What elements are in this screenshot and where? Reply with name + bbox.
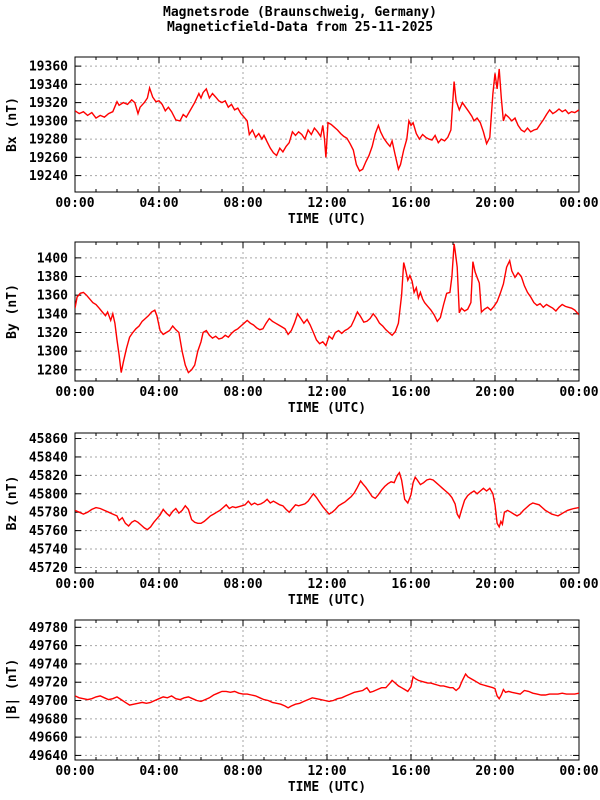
b-trace: [75, 672, 579, 709]
x-tick-label: 00:00: [559, 764, 598, 779]
x-axis-label: TIME (UTC): [288, 212, 366, 227]
bx-trace: [75, 68, 579, 172]
x-axis-label: TIME (UTC): [288, 593, 366, 608]
y-axis-label: |B| (nT): [5, 659, 20, 722]
y-tick-label: 1400: [37, 251, 68, 266]
y-tick-label: 49660: [29, 731, 68, 746]
y-axis-label: Bz (nT): [5, 476, 20, 531]
x-tick-label: 00:00: [559, 577, 598, 592]
y-tick-label: 45840: [29, 450, 68, 465]
x-tick-label: 20:00: [475, 577, 514, 592]
y-tick-label: 19300: [29, 114, 68, 129]
x-tick-label: 12:00: [307, 196, 346, 211]
grid-lines: [75, 242, 579, 381]
y-tick-label: 1340: [37, 307, 68, 322]
x-tick-label: 08:00: [223, 385, 262, 400]
x-tick-label: 04:00: [139, 764, 178, 779]
by-trace: [75, 243, 579, 374]
subplot-by: 1280 1300 1320 1340 1360 1380 1400 00:00 04:00 08…: [5, 241, 599, 416]
y-tick-label: 19280: [29, 133, 68, 148]
y-tick-label: 1320: [37, 326, 68, 341]
x-tick-label: 16:00: [391, 385, 430, 400]
x-tick-label: 08:00: [223, 196, 262, 211]
y-tick-label: 45860: [29, 432, 68, 447]
y-tick-label: 49780: [29, 621, 68, 636]
x-tick-label: 00:00: [559, 196, 598, 211]
subplot-b: 49640 49660 49680 49700 49720 49740 49760 49780…: [5, 619, 599, 795]
x-axis-label: TIME (UTC): [288, 401, 366, 416]
x-tick-label: 00:00: [55, 577, 94, 592]
y-tick-label: 19320: [29, 96, 68, 111]
x-tick-label: 12:00: [307, 385, 346, 400]
subplot-bz: 45720 45740 45760 45780 45800 45820 45840 45860…: [5, 432, 599, 608]
subplot-bx: 19240 19260 19280 19300 19320 19340 19360 00:00…: [5, 56, 599, 227]
x-tick-label: 16:00: [391, 577, 430, 592]
y-tick-label: 1300: [37, 345, 68, 360]
bz-trace: [75, 471, 579, 531]
x-tick-label: 04:00: [139, 577, 178, 592]
x-tick-label: 00:00: [55, 764, 94, 779]
y-tick-label: 19240: [29, 169, 68, 184]
y-axis-label: By (nT): [5, 284, 20, 339]
axis-ticks: [74, 57, 580, 192]
y-tick-label: 45720: [29, 561, 68, 576]
y-tick-label: 45820: [29, 469, 68, 484]
y-tick-label: 19260: [29, 151, 68, 166]
y-tick-label: 1360: [37, 289, 68, 304]
y-tick-label: 49700: [29, 694, 68, 709]
x-tick-label: 20:00: [475, 764, 514, 779]
y-tick-label: 49720: [29, 676, 68, 691]
grid-lines: [75, 57, 579, 192]
axis-ticks: [74, 620, 580, 760]
x-tick-label: 00:00: [559, 385, 598, 400]
x-tick-label: 08:00: [223, 764, 262, 779]
x-tick-label: 20:00: [475, 385, 514, 400]
y-tick-label: 45760: [29, 524, 68, 539]
y-tick-label: 45800: [29, 487, 68, 502]
grid-lines: [75, 433, 579, 573]
x-tick-label: 08:00: [223, 577, 262, 592]
y-axis-label: Bx (nT): [5, 97, 20, 152]
y-tick-label: 19360: [29, 60, 68, 75]
y-tick-label: 45780: [29, 506, 68, 521]
axis-ticks: [74, 433, 580, 573]
x-tick-label: 04:00: [139, 196, 178, 211]
x-tick-label: 00:00: [55, 385, 94, 400]
y-tick-label: 19340: [29, 78, 68, 93]
axis-ticks: [74, 242, 580, 381]
x-tick-label: 16:00: [391, 196, 430, 211]
x-tick-label: 12:00: [307, 764, 346, 779]
y-tick-label: 1380: [37, 270, 68, 285]
x-tick-label: 16:00: [391, 764, 430, 779]
y-tick-label: 45740: [29, 543, 68, 558]
x-tick-label: 12:00: [307, 577, 346, 592]
page-title: Magnetsrode (Braunschweig, Germany): [163, 5, 437, 20]
y-tick-label: 1280: [37, 363, 68, 378]
x-tick-label: 04:00: [139, 385, 178, 400]
y-tick-label: 49680: [29, 712, 68, 727]
y-tick-label: 49760: [29, 639, 68, 654]
title-block: Magnetsrode (Braunschweig, Germany) Magn…: [0, 5, 600, 35]
x-tick-label: 00:00: [55, 196, 94, 211]
x-tick-label: 20:00: [475, 196, 514, 211]
y-tick-label: 49640: [29, 749, 68, 764]
y-tick-label: 49740: [29, 657, 68, 672]
page-subtitle: Magneticfield-Data from 25-11-2025: [166, 20, 434, 35]
x-axis-label: TIME (UTC): [288, 780, 366, 795]
